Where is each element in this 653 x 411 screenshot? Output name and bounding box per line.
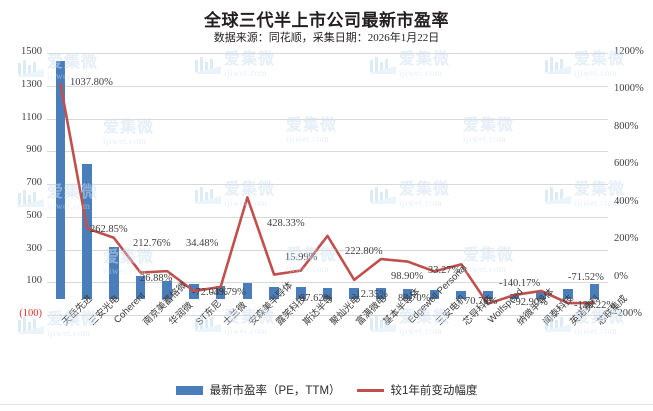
y-axis-left-tick: (100) (19, 308, 42, 319)
bar (295, 286, 306, 299)
y-axis-right-tick: 400% (614, 195, 639, 207)
bar (349, 288, 359, 299)
y-axis-left-tick: 300 (26, 242, 42, 254)
y-axis-left-tick: 500 (26, 209, 42, 221)
bar (563, 288, 573, 299)
y-axis-left-tick: 900 (26, 144, 42, 156)
y-axis-right-tick: -200% (614, 308, 642, 319)
bar (135, 275, 146, 299)
gridline (47, 151, 608, 153)
gridline (47, 282, 608, 284)
data-point-label: 15.99% (285, 252, 318, 263)
data-point-label: 85.70% (398, 293, 431, 304)
y-axis-right-tick: 800% (614, 120, 639, 132)
bar (162, 281, 172, 299)
data-point-label: 222.80% (345, 246, 383, 257)
data-point-label: 37.62% (300, 293, 333, 304)
jl-logo-icon (18, 189, 44, 207)
line-series (59, 83, 595, 306)
data-point-label: 33.27% (428, 265, 461, 276)
y-axis-right-tick: 0% (614, 270, 628, 282)
y-axis-left-tick: 1500 (21, 46, 42, 57)
data-point-label: -92.90% (512, 297, 548, 308)
legend-bar-label: 最新市盈率（PE，TTM） (209, 385, 341, 397)
data-point-label: 428.33% (267, 218, 305, 229)
bar (215, 285, 226, 299)
chart-legend: 最新市盈率（PE，TTM） 较1年前变动幅度 (0, 382, 653, 398)
footer-divider (0, 404, 653, 405)
line-path (59, 83, 595, 306)
data-point-label: 34.48% (186, 238, 219, 249)
data-point-label: 1037.80% (70, 77, 113, 88)
y-axis-left-tick: 100 (26, 275, 42, 287)
gridline (47, 53, 608, 54)
gridline (47, 118, 608, 120)
data-point-label: 26.88% (140, 273, 173, 284)
bar (456, 290, 466, 299)
y-axis-left-tick: 700 (26, 177, 42, 188)
y-axis-right-tick: 1000% (614, 83, 644, 95)
bar (322, 287, 333, 299)
bar (269, 287, 279, 299)
y-axis-right-tick: 1200% (614, 46, 644, 57)
bar (589, 284, 600, 299)
data-point-label: -72.03% (192, 287, 228, 298)
gridline (47, 249, 608, 251)
legend-line-label: 较1年前变动幅度 (390, 385, 478, 397)
data-point-label: -49.79% (210, 287, 246, 298)
gridline (47, 216, 608, 218)
gridline (47, 85, 608, 87)
bar (429, 289, 440, 299)
bar (536, 291, 546, 299)
data-point-label: -71.52% (568, 272, 604, 283)
bar (108, 247, 119, 299)
plot-area (47, 53, 608, 316)
y-axis-right-tick: 200% (614, 233, 639, 245)
jl-logo-icon (18, 316, 44, 334)
y-axis-left-tick: 1300 (21, 78, 42, 90)
bar (242, 282, 253, 299)
data-point-label: 98.90% (391, 271, 424, 282)
y-axis-left-tick: 1100 (21, 111, 42, 123)
data-point-label: -136.22% (574, 300, 616, 311)
gridline (47, 315, 608, 316)
bar (55, 61, 66, 299)
data-point-label: 262.85% (90, 224, 128, 235)
chart-subtitle: 数据来源：同花顺，采集日期：2026年1月22日 (213, 32, 440, 44)
gridline (47, 184, 608, 185)
legend-bar-swatch (175, 385, 203, 395)
data-point-label: -140.17% (499, 278, 541, 289)
data-point-label: -12.35% (352, 289, 388, 300)
bar (402, 289, 413, 299)
bar (482, 291, 493, 299)
chart-title: 全球三代半上市公司最新市盈率 (204, 11, 449, 30)
bar (376, 288, 386, 299)
jl-logo-icon (18, 59, 44, 77)
data-point-label: 212.76% (133, 238, 171, 249)
legend-line-swatch (356, 388, 384, 392)
bar (82, 164, 92, 299)
y-axis-right-tick: 600% (614, 158, 639, 170)
data-point-label: 70.78% (465, 296, 498, 307)
